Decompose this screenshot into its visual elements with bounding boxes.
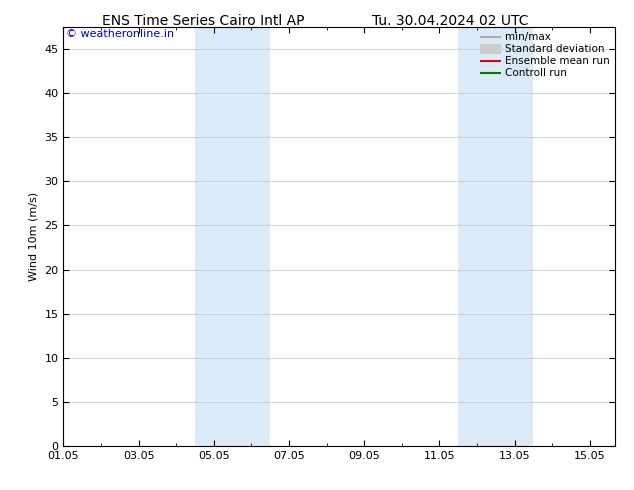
Bar xyxy=(458,27,533,446)
Text: © weatheronline.in: © weatheronline.in xyxy=(66,29,174,39)
Y-axis label: Wind 10m (m/s): Wind 10m (m/s) xyxy=(29,192,39,281)
Legend: min/max, Standard deviation, Ensemble mean run, Controll run: min/max, Standard deviation, Ensemble me… xyxy=(477,29,613,81)
Text: ENS Time Series Cairo Intl AP: ENS Time Series Cairo Intl AP xyxy=(101,14,304,28)
Text: Tu. 30.04.2024 02 UTC: Tu. 30.04.2024 02 UTC xyxy=(372,14,528,28)
Bar xyxy=(195,27,270,446)
